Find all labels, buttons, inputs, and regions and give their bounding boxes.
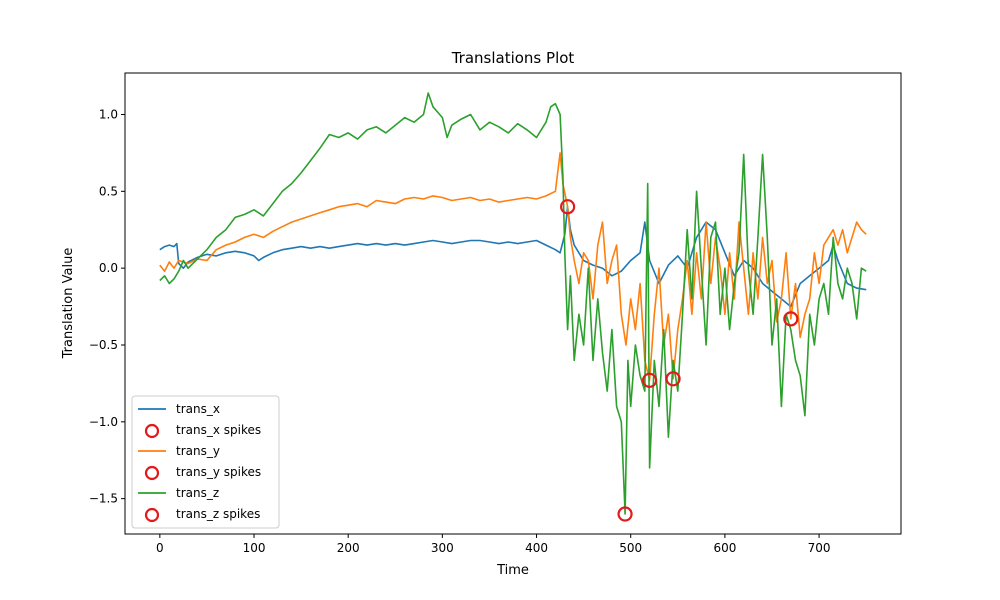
series-line-trans-x [159, 205, 867, 308]
legend: trans_x trans_x spikes trans_y trans_y spik… [131, 395, 280, 529]
x-axis: 0 100 200 300 400 500 600 700 [156, 534, 831, 555]
x-tick-label: 400 [525, 541, 548, 555]
series-line-trans-y [159, 152, 867, 382]
legend-label-trans-z: trans_z [176, 486, 219, 500]
x-tick-label: 600 [713, 541, 736, 555]
x-tick-label: 700 [808, 541, 831, 555]
y-tick-label: 0.5 [99, 184, 118, 198]
legend-label-trans-y: trans_y [176, 444, 220, 458]
plot-frame [124, 72, 902, 535]
y-axis-title: Translation Value [61, 248, 76, 360]
x-tick-label: 300 [431, 541, 454, 555]
series-line-trans-z [159, 92, 867, 515]
legend-box [131, 395, 280, 529]
y-tick-label: 0.0 [99, 261, 118, 275]
legend-label-trans-y-spikes: trans_y spikes [176, 465, 261, 479]
x-tick-label: 100 [243, 541, 266, 555]
legend-swatch-trans-z-spikes [144, 507, 160, 523]
legend-label-trans-x: trans_x [176, 402, 220, 416]
legend-swatch-trans-y-spikes [144, 465, 160, 481]
spike-marker-trans-y-spikes [665, 371, 681, 387]
x-tick-label: 500 [619, 541, 642, 555]
y-tick-label: −0.5 [89, 338, 118, 352]
y-tick-label: −1.0 [89, 415, 118, 429]
spike-marker-trans-y-spikes [641, 372, 658, 388]
y-tick-label: −1.5 [89, 492, 118, 506]
x-tick-label: 200 [337, 541, 360, 555]
legend-swatch-trans-x-spikes [144, 423, 160, 439]
chart-title: Translations Plot [451, 49, 575, 67]
legend-label-trans-x-spikes: trans_x spikes [176, 423, 261, 437]
y-axis: −1.5 −1.0 −0.5 0.0 0.5 1.0 [89, 107, 125, 506]
x-axis-title: Time [496, 563, 529, 578]
spike-marker-trans-z-spikes [617, 506, 633, 522]
x-tick-label: 0 [156, 541, 164, 555]
spike-marker-trans-x-spikes [560, 199, 576, 215]
spike-marker-trans-y-spikes [783, 311, 799, 327]
y-tick-label: 1.0 [99, 107, 118, 121]
plot-area [159, 92, 867, 522]
legend-label-trans-z-spikes: trans_z spikes [176, 507, 260, 521]
